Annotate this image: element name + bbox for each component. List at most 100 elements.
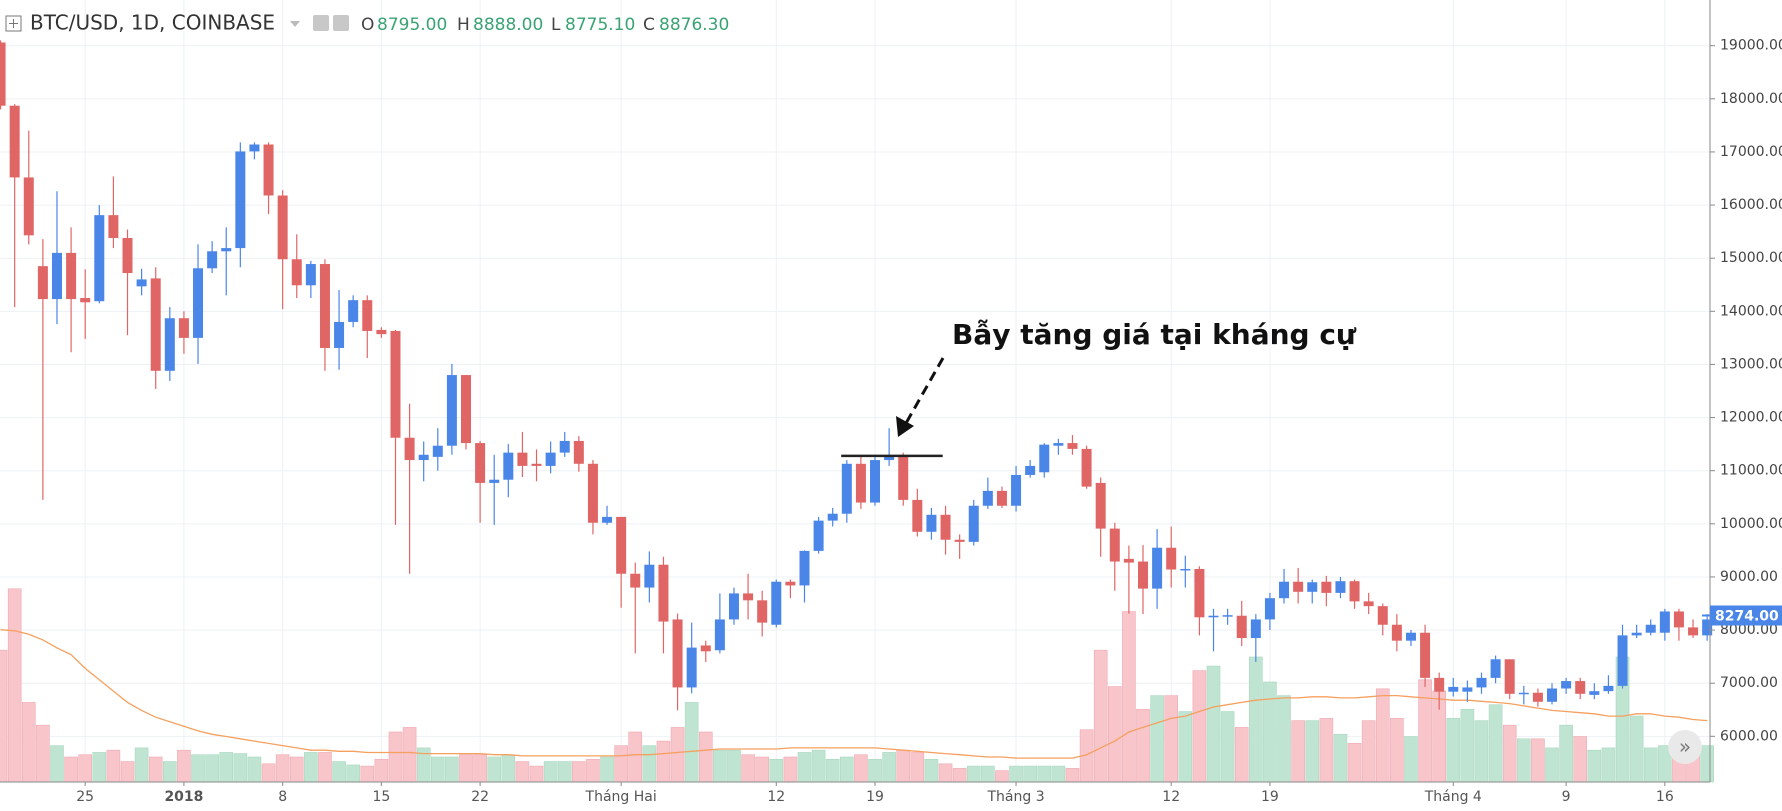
settings-icon[interactable] — [333, 15, 349, 31]
candle-body — [80, 298, 91, 303]
candle-body — [446, 375, 457, 446]
candle-body — [263, 144, 274, 196]
candle-body — [912, 499, 923, 532]
symbol-icon[interactable] — [5, 15, 22, 32]
volume-bar — [1178, 711, 1193, 783]
volume-bar — [1051, 765, 1066, 783]
candle-body — [728, 593, 739, 620]
y-tick-label: 9000.00 — [1720, 569, 1778, 585]
candle-body — [362, 300, 373, 331]
candle-body — [503, 452, 514, 480]
volume-bar — [92, 752, 107, 783]
candle-body — [1349, 581, 1360, 602]
candle-body — [982, 490, 993, 506]
volume-bar — [966, 765, 981, 783]
y-tick-label: 12000.00 — [1720, 410, 1782, 426]
candle-body — [1518, 692, 1529, 695]
volume-bar — [1531, 738, 1545, 783]
x-tick-label: 12 — [1162, 789, 1180, 805]
candle-body — [37, 266, 48, 300]
candle-body — [305, 264, 316, 286]
volume-bar — [952, 768, 967, 783]
volume-bar — [1333, 733, 1348, 783]
volume-bar — [811, 749, 826, 783]
x-tick-label: Tháng 4 — [1424, 789, 1482, 805]
candle-body — [319, 264, 330, 348]
volume-bar — [557, 761, 572, 783]
volume-bar — [656, 740, 671, 783]
candle-body — [926, 514, 937, 532]
volume-bar — [614, 745, 628, 783]
volume-bar — [642, 745, 657, 783]
candle-body — [827, 513, 838, 521]
volume-bar — [64, 756, 78, 783]
candle-body — [235, 151, 246, 249]
volume-bar — [1418, 679, 1432, 783]
candle-body — [1645, 624, 1656, 633]
y-tick-label: 13000.00 — [1720, 356, 1782, 372]
volume-bar — [445, 756, 459, 783]
volume-bar — [219, 752, 234, 783]
candle-body — [1490, 659, 1501, 678]
candle-body — [968, 505, 979, 542]
candle-body — [249, 144, 260, 152]
volume-bar — [473, 754, 487, 783]
y-tick-label: 15000.00 — [1720, 250, 1782, 266]
y-tick-label: 19000.00 — [1720, 38, 1782, 54]
volume-bar — [1643, 747, 1658, 783]
candle-body — [66, 252, 77, 300]
volume-bar — [487, 756, 502, 783]
volume-bar — [459, 754, 473, 783]
volume-bar — [430, 756, 445, 783]
chart-title: BTC/USD, 1D, COINBASE — [30, 11, 275, 35]
volume-bar — [882, 752, 896, 783]
volume-bar — [1390, 718, 1404, 783]
x-tick-label: 25 — [76, 789, 94, 805]
dropdown-icon[interactable] — [290, 21, 300, 27]
candle-body — [1631, 632, 1642, 636]
x-tick-label: 16 — [1656, 789, 1674, 805]
candle-body — [418, 454, 429, 461]
volume-bar — [783, 756, 798, 783]
candle-body — [164, 318, 175, 371]
volume-bar — [854, 754, 868, 783]
volume-bar — [713, 749, 727, 783]
candle-body — [291, 259, 302, 286]
candle-body — [870, 460, 881, 503]
candle-body — [475, 443, 486, 483]
scroll-button[interactable] — [1668, 730, 1702, 764]
candle-body — [1053, 443, 1064, 446]
candle-body — [1067, 443, 1078, 449]
volume-bar — [825, 758, 840, 783]
volume-bar — [995, 770, 1009, 783]
candle-body — [517, 452, 528, 466]
volume-bar — [1545, 747, 1559, 783]
candle-body — [207, 251, 218, 269]
candle-body — [898, 455, 909, 500]
volume-bar — [233, 753, 248, 783]
candle-body — [1589, 691, 1600, 695]
candle-body — [1532, 692, 1543, 702]
candle-body — [743, 593, 754, 601]
volume-bar — [868, 758, 882, 783]
volume-bar — [360, 765, 375, 783]
candle-body — [658, 564, 669, 622]
candle-body — [884, 455, 895, 461]
volume-bar — [1263, 681, 1277, 783]
candle-body — [855, 463, 866, 503]
volume-bar — [1291, 720, 1305, 783]
candle-body — [1180, 568, 1191, 571]
candle-body — [940, 514, 951, 540]
x-tick-label: 8 — [278, 789, 287, 805]
volume-bar — [1700, 745, 1714, 783]
candle-body — [94, 215, 105, 302]
eye-icon[interactable] — [313, 15, 329, 31]
candle-body — [150, 278, 161, 371]
candle-body — [489, 479, 500, 483]
candle-body — [1095, 482, 1106, 529]
y-tick-label: 10000.00 — [1720, 516, 1782, 532]
volume-bar — [1361, 720, 1376, 783]
